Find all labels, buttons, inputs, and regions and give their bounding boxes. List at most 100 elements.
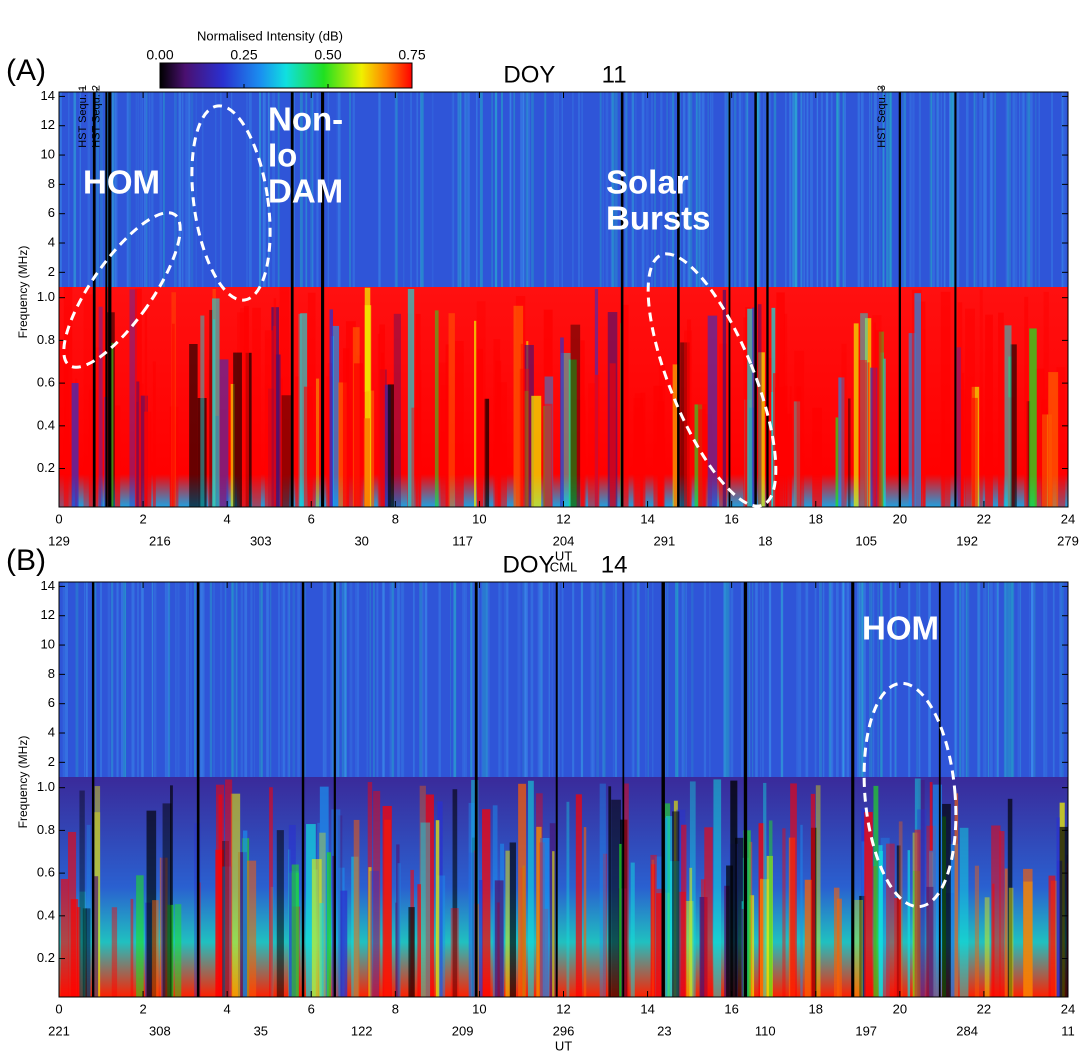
- x-tick-label: 18: [809, 1001, 823, 1016]
- data-gap: [321, 92, 325, 507]
- spectrogram-texture: [1031, 582, 1033, 777]
- spectrogram-texture: [245, 92, 249, 287]
- spectrogram-texture: [1004, 868, 1008, 997]
- spectrogram-texture: [857, 92, 860, 287]
- cml-tick-label: 209: [452, 1023, 474, 1038]
- spectrogram-texture: [836, 582, 839, 777]
- spectrogram-texture: [987, 582, 989, 777]
- spectrogram-high: [59, 92, 1068, 287]
- spectrogram-texture: [870, 582, 873, 777]
- y-tick-label: 6: [48, 205, 55, 220]
- spectrogram-texture: [599, 92, 602, 287]
- data-gap: [620, 92, 624, 507]
- cml-tick-label: 216: [149, 533, 171, 548]
- spectrogram-texture: [212, 298, 220, 507]
- spectrogram-texture: [455, 341, 464, 507]
- spectrogram-texture: [918, 780, 925, 997]
- spectrogram-texture: [363, 418, 371, 507]
- spectrogram-texture: [220, 92, 222, 287]
- spectrogram-texture: [689, 781, 696, 997]
- panel-label: (A): [6, 54, 46, 87]
- y-tick-label: 0.4: [37, 907, 55, 922]
- spectrogram-texture: [522, 582, 524, 777]
- spectrogram-texture: [501, 92, 503, 287]
- spectrogram-texture: [904, 92, 907, 287]
- spectrogram-texture: [872, 582, 875, 777]
- spectrogram-texture: [1042, 414, 1052, 507]
- spectrogram-texture: [1004, 325, 1012, 507]
- spectrogram-texture: [1027, 92, 1031, 287]
- spectrogram-texture: [566, 801, 570, 997]
- spectrogram-texture: [288, 582, 291, 777]
- spectrogram-texture: [763, 782, 767, 997]
- spectrogram-texture: [997, 582, 999, 777]
- cml-tick-label: 284: [956, 1023, 978, 1038]
- cml-tick-label: 192: [956, 533, 978, 548]
- spectrogram-texture: [820, 92, 823, 287]
- spectrogram-texture: [886, 92, 889, 287]
- spectrogram-texture: [936, 92, 938, 287]
- annotation: HOM: [862, 610, 939, 647]
- spectrogram-texture: [151, 582, 154, 777]
- spectrogram-texture: [979, 92, 983, 287]
- y-tick-label: 4: [48, 234, 55, 249]
- spectrogram-texture: [1059, 582, 1062, 777]
- spectrogram-texture: [961, 372, 965, 507]
- spectrogram-texture: [870, 367, 878, 507]
- spectrogram-texture: [916, 582, 919, 777]
- spectrogram-texture: [310, 92, 314, 287]
- spectrogram-texture: [497, 382, 507, 507]
- spectrogram-texture: [506, 582, 509, 777]
- spectrogram-texture: [524, 390, 529, 507]
- y-tick-label: 8: [48, 666, 55, 681]
- spectrogram-texture: [796, 582, 799, 777]
- spectrogram-texture: [292, 582, 296, 777]
- spectrogram-texture: [344, 582, 347, 777]
- spectrogram-texture: [826, 92, 828, 287]
- spectrogram-texture: [1056, 817, 1060, 997]
- data-gap: [105, 92, 108, 507]
- spectrogram-texture: [843, 92, 846, 287]
- spectrogram-texture: [128, 92, 131, 287]
- spectrogram-texture: [1005, 92, 1009, 287]
- spectrogram-texture: [581, 92, 584, 287]
- spectrogram-texture: [524, 344, 534, 507]
- spectrogram-texture: [395, 92, 398, 287]
- spectrogram-texture: [977, 582, 981, 777]
- spectrogram-texture: [1026, 92, 1028, 287]
- spectrogram-texture: [989, 92, 993, 287]
- spectrogram-texture: [602, 582, 606, 777]
- spectrogram-texture: [872, 315, 882, 507]
- spectrogram-texture: [667, 582, 669, 777]
- spectrogram-texture: [793, 401, 801, 507]
- y-tick-label: 0.8: [37, 822, 55, 837]
- spectrogram-texture: [353, 819, 360, 997]
- spectrogram-texture: [262, 92, 264, 287]
- spectrogram-texture: [1012, 92, 1015, 287]
- y-tick-label: 10: [41, 146, 55, 161]
- spectrogram-texture: [402, 582, 405, 777]
- spectrogram-texture: [519, 368, 530, 507]
- spectrogram-texture: [672, 811, 680, 997]
- spectrogram-texture: [869, 582, 871, 777]
- spectrogram-texture: [106, 92, 109, 287]
- spectrogram-texture: [73, 92, 77, 287]
- spectrogram-texture: [482, 582, 486, 777]
- spectrogram-texture: [991, 825, 1001, 997]
- spectrogram-texture: [572, 582, 574, 777]
- spectrogram-texture: [731, 92, 733, 287]
- spectrogram-texture: [917, 809, 927, 997]
- spectrogram-texture: [1007, 798, 1013, 997]
- spectrogram-texture: [858, 582, 861, 777]
- spectrogram-texture: [726, 865, 733, 997]
- spectrogram-texture: [698, 409, 706, 507]
- spectrogram-texture: [141, 92, 143, 287]
- spectrogram-texture: [614, 92, 618, 287]
- spectrogram-texture: [880, 582, 883, 777]
- spectrogram-texture: [391, 582, 395, 777]
- data-gap: [622, 582, 625, 997]
- spectrogram-texture: [425, 582, 428, 777]
- spectrogram-texture: [650, 864, 656, 997]
- spectrogram-texture: [918, 582, 921, 777]
- spectrogram-texture: [583, 827, 587, 997]
